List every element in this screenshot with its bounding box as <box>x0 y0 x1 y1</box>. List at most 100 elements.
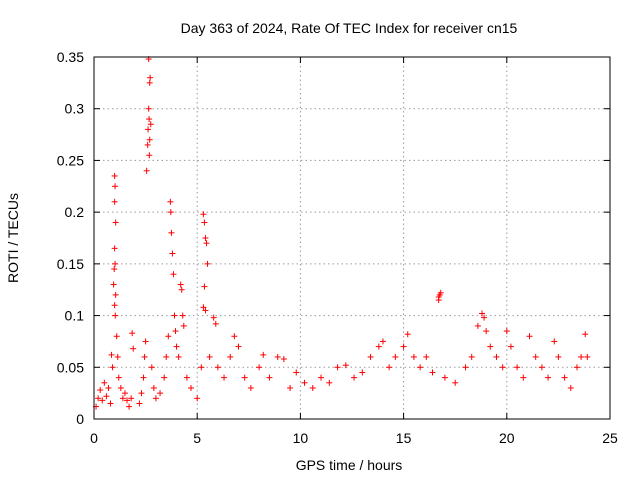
data-point <box>503 328 510 335</box>
data-point <box>206 353 213 360</box>
data-point <box>112 219 119 226</box>
data-point <box>145 126 152 133</box>
data-point <box>214 364 221 371</box>
data-point <box>108 351 115 358</box>
data-point <box>483 328 490 335</box>
data-point <box>351 374 358 381</box>
data-point <box>111 172 118 179</box>
data-point <box>112 291 119 298</box>
y-axis-label: ROTI / TECUs <box>5 193 21 283</box>
data-point <box>227 353 234 360</box>
data-point <box>111 198 118 205</box>
y-tick-labels: 0 0.05 0.1 0.15 0.2 0.25 0.3 0.35 <box>57 49 84 427</box>
data-point <box>468 353 475 360</box>
data-point <box>112 183 119 190</box>
data-point <box>165 333 172 340</box>
data-point <box>280 356 287 363</box>
data-point <box>147 74 154 81</box>
data-point <box>112 260 119 267</box>
data-point <box>526 333 533 340</box>
data-point <box>128 395 135 402</box>
data-point <box>212 320 219 327</box>
data-point <box>201 283 208 290</box>
x-tick-label: 15 <box>396 430 412 446</box>
data-point <box>231 333 238 340</box>
data-point <box>204 260 211 267</box>
data-point <box>260 351 267 358</box>
data-point <box>152 395 159 402</box>
data-point <box>146 152 153 159</box>
data-points <box>93 56 591 410</box>
data-point <box>359 369 366 376</box>
data-point <box>112 312 119 319</box>
data-point <box>481 314 488 321</box>
data-point <box>141 353 148 360</box>
data-point <box>582 331 589 338</box>
data-point <box>392 353 399 360</box>
data-point <box>256 364 263 371</box>
data-point <box>121 390 128 397</box>
data-point <box>114 353 121 360</box>
data-point <box>301 379 308 386</box>
data-point <box>146 79 153 86</box>
data-point <box>375 343 382 350</box>
data-point <box>171 312 178 319</box>
data-point <box>146 136 153 143</box>
data-point <box>584 353 591 360</box>
data-point <box>119 395 126 402</box>
data-point <box>437 289 444 296</box>
data-point <box>115 374 122 381</box>
data-point <box>95 395 102 402</box>
y-tick-label: 0.35 <box>57 49 84 65</box>
data-point <box>201 219 208 226</box>
data-point <box>266 374 273 381</box>
data-point <box>173 343 180 350</box>
data-point <box>103 393 110 400</box>
data-point <box>111 245 118 252</box>
data-point <box>107 400 114 407</box>
data-point <box>309 384 316 391</box>
data-point <box>410 353 417 360</box>
data-point <box>203 240 210 247</box>
data-point <box>499 364 506 371</box>
data-point <box>367 353 374 360</box>
data-point <box>124 397 131 404</box>
data-point <box>194 395 201 402</box>
data-point <box>202 307 209 314</box>
data-point <box>175 353 182 360</box>
data-point <box>235 343 242 350</box>
data-point <box>404 331 411 338</box>
data-point <box>111 266 118 273</box>
data-point <box>130 345 137 352</box>
data-point <box>188 384 195 391</box>
data-point <box>429 369 436 376</box>
data-point <box>129 330 136 337</box>
data-point <box>493 353 500 360</box>
y-tick-label: 0.25 <box>57 152 84 168</box>
data-point <box>435 297 442 304</box>
data-point <box>150 384 157 391</box>
data-point <box>110 281 117 288</box>
data-point <box>555 353 562 360</box>
data-point <box>400 343 407 350</box>
data-point <box>520 374 527 381</box>
data-point <box>326 379 333 386</box>
y-tick-label: 0.15 <box>57 256 84 272</box>
data-point <box>386 364 393 371</box>
data-point <box>161 374 168 381</box>
data-point <box>200 211 207 218</box>
data-point <box>117 384 124 391</box>
data-point <box>126 403 133 410</box>
data-point <box>99 397 106 404</box>
x-tick-label: 20 <box>499 430 515 446</box>
data-point <box>293 369 300 376</box>
data-point <box>318 374 325 381</box>
y-tick-label: 0.3 <box>65 101 85 117</box>
x-tick-label: 0 <box>90 430 98 446</box>
data-point <box>210 314 217 321</box>
x-tick-label: 25 <box>602 430 618 446</box>
data-point <box>183 374 190 381</box>
data-point <box>487 343 494 350</box>
data-point <box>561 374 568 381</box>
